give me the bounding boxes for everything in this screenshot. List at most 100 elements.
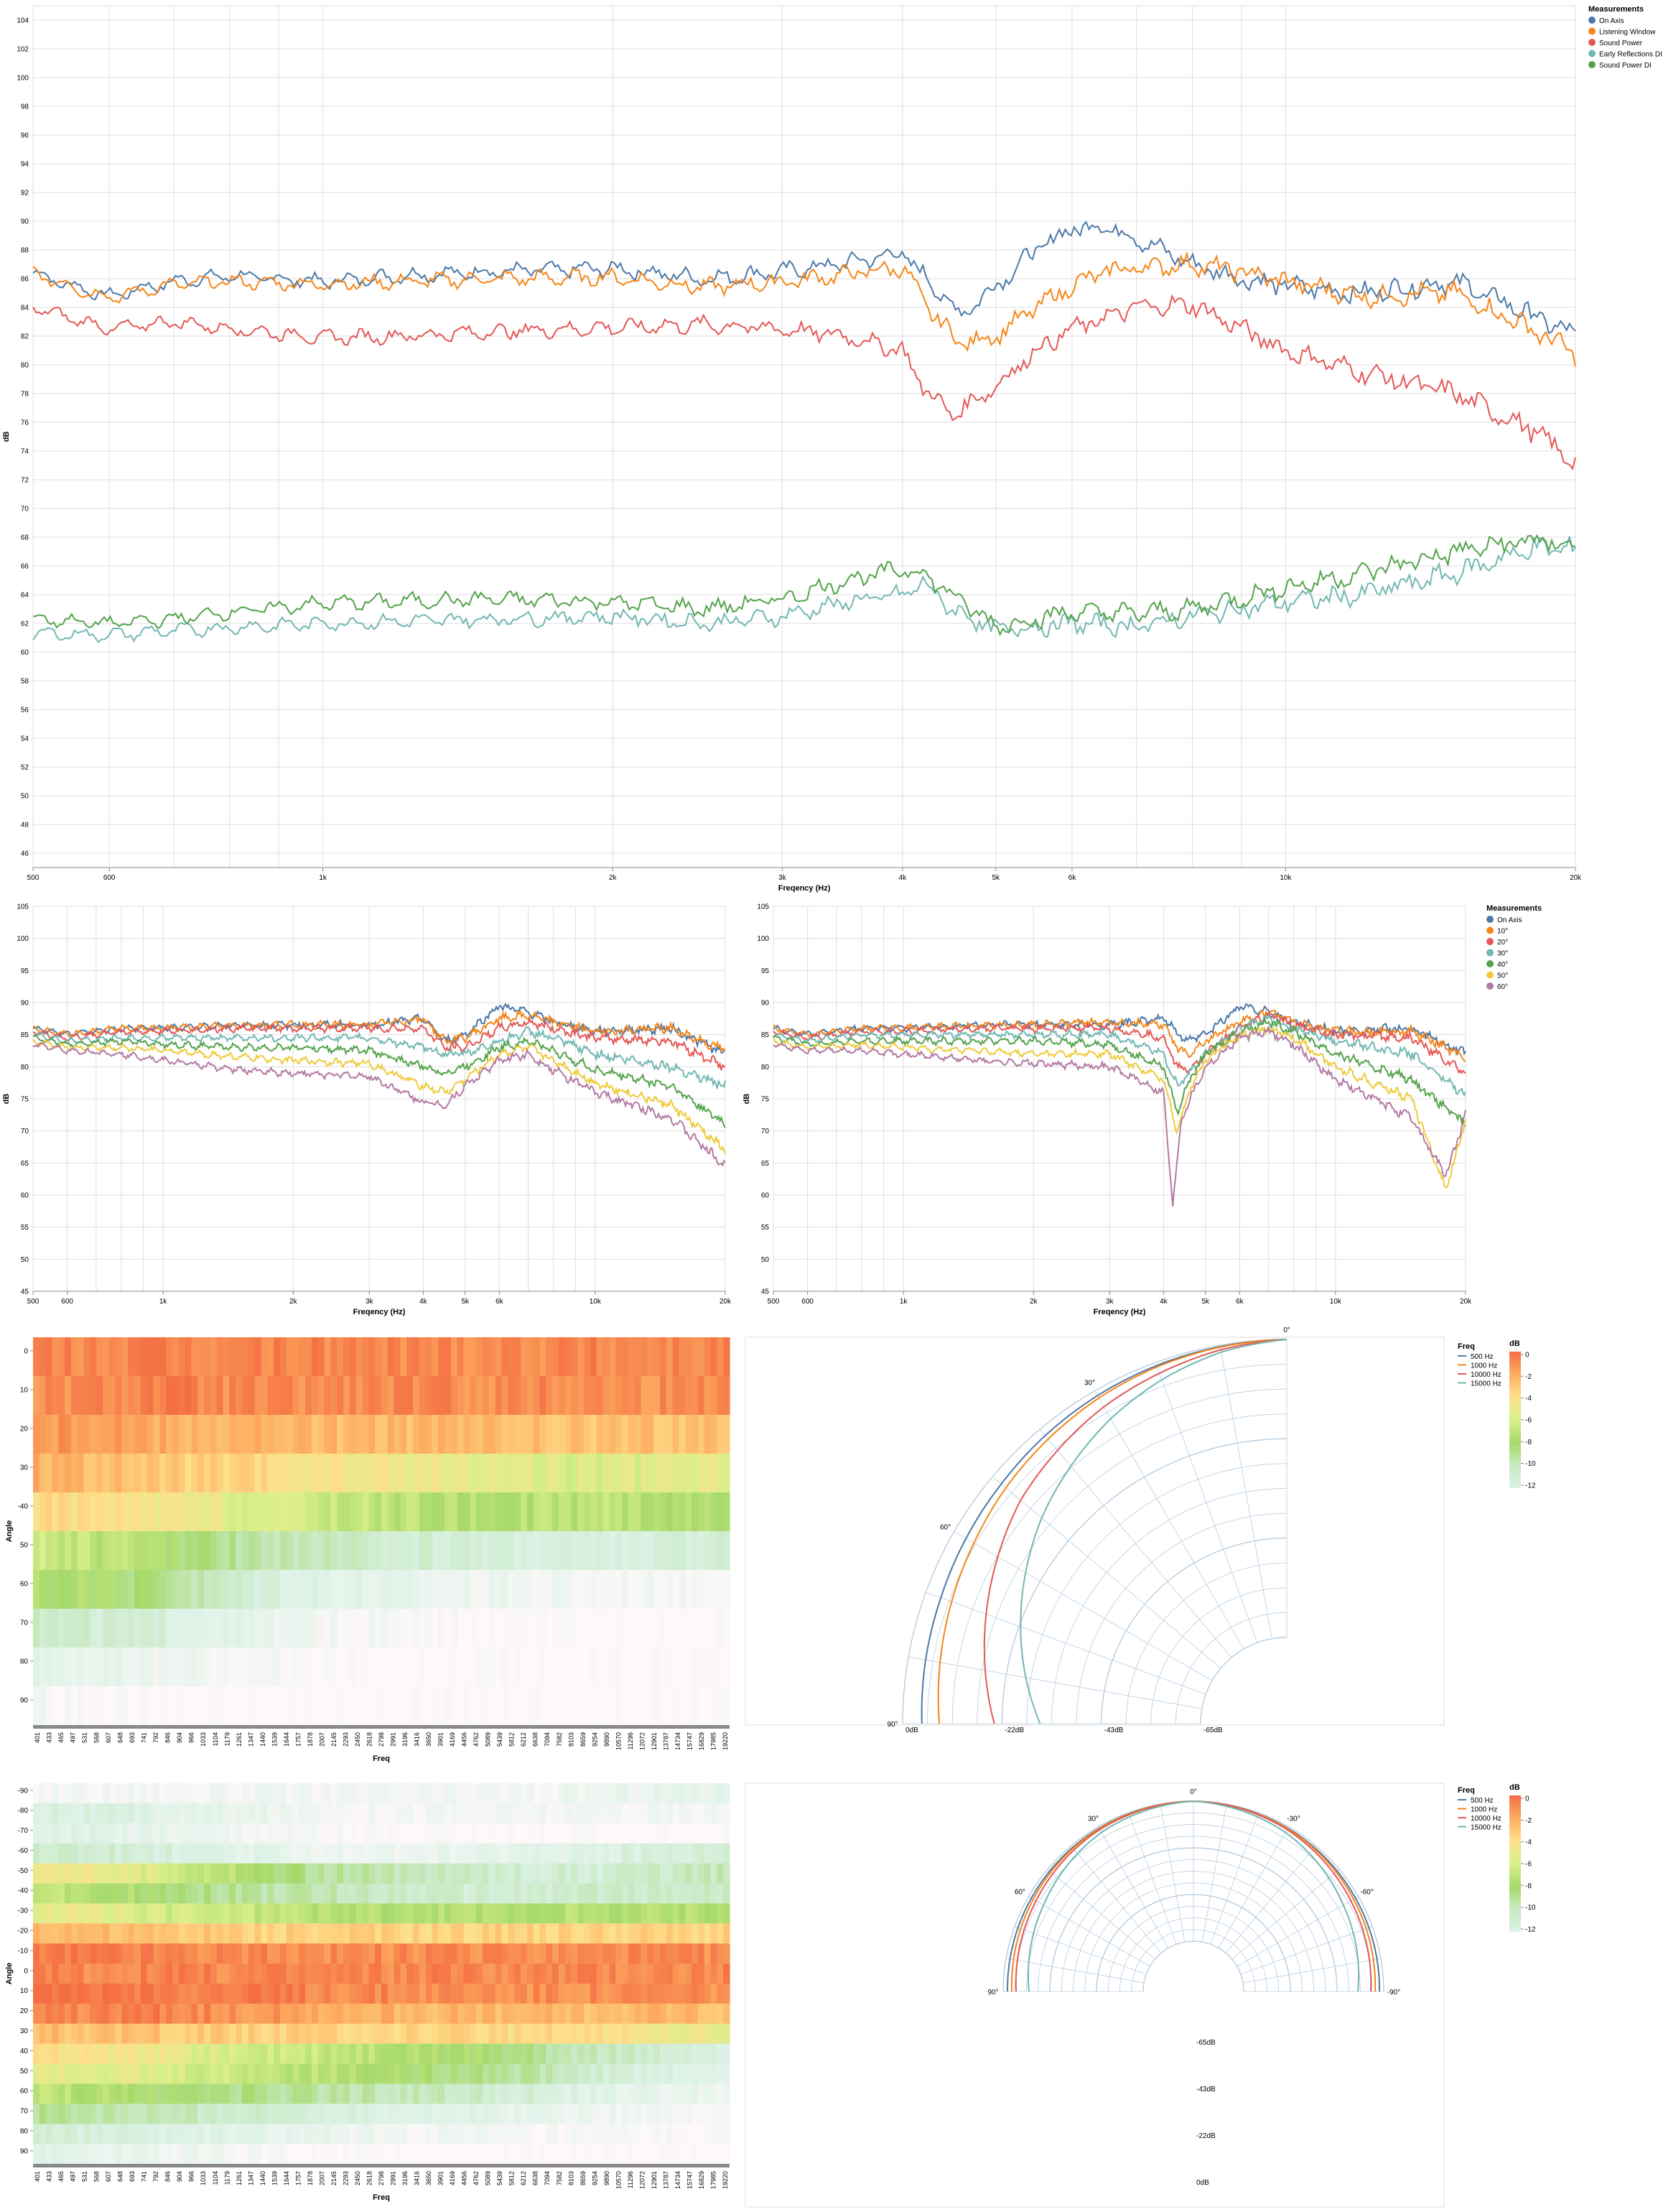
heatmap-cell bbox=[185, 1943, 192, 1964]
heatmap-cell bbox=[546, 1531, 553, 1571]
heatmap-cell bbox=[90, 1983, 97, 2004]
heatmap-cell bbox=[324, 1415, 332, 1454]
heatmap-cell bbox=[45, 1863, 53, 1884]
heatmap-cell bbox=[204, 2023, 211, 2045]
heatmap-cell bbox=[355, 1686, 363, 1726]
heatmap-cell bbox=[274, 1983, 281, 2004]
heatmap-cell bbox=[236, 1570, 243, 1609]
x-tick-label: 1878 bbox=[307, 1732, 314, 1747]
x-tick-label: 433 bbox=[46, 1732, 53, 1743]
heatmap-cell bbox=[488, 2104, 496, 2124]
heatmap-cell bbox=[419, 1492, 427, 1532]
heatmap-cell bbox=[146, 2144, 154, 2165]
heatmap-cell bbox=[305, 1648, 312, 1687]
heatmap-cell bbox=[425, 1415, 433, 1454]
heatmap-cell bbox=[254, 1415, 262, 1454]
heatmap-cell bbox=[628, 1783, 636, 1804]
heatmap-cell bbox=[83, 2003, 90, 2025]
heatmap-cell bbox=[248, 1337, 256, 1377]
x-tick-label: 20k bbox=[1460, 1298, 1472, 1306]
heatmap-cell bbox=[58, 1531, 65, 1571]
heatmap-cell bbox=[172, 1454, 180, 1493]
heatmap-cell bbox=[254, 1531, 262, 1571]
heatmap-cell bbox=[368, 1783, 376, 1804]
heatmap-cell bbox=[108, 1648, 116, 1687]
heatmap-cell bbox=[596, 1923, 604, 1944]
heatmap-cell bbox=[197, 1903, 205, 1924]
heatmap-cell bbox=[172, 1648, 180, 1687]
x-tick-label: 13787 bbox=[662, 1732, 669, 1750]
heatmap-cell bbox=[641, 1648, 648, 1687]
heatmap-cell bbox=[324, 1376, 332, 1416]
heatmap-cell bbox=[444, 1648, 452, 1687]
heatmap-cell bbox=[349, 1454, 357, 1493]
legend-entry: Early Reflections DI bbox=[1599, 51, 1662, 59]
heatmap-cell bbox=[299, 1783, 306, 1804]
heatmap-cell bbox=[526, 1337, 534, 1377]
heatmap-cell bbox=[413, 2043, 420, 2064]
heatmap-cell bbox=[216, 1609, 224, 1648]
heatmap-cell bbox=[451, 2023, 458, 2045]
heatmap-cell bbox=[584, 1686, 591, 1726]
heatmap-cell bbox=[419, 1863, 427, 1884]
heatmap-cell bbox=[355, 2144, 363, 2165]
heatmap-cell bbox=[685, 1609, 692, 1648]
x-tick-label: 741 bbox=[141, 2171, 148, 2182]
heatmap-cell bbox=[52, 2144, 59, 2165]
heatmap-cell bbox=[432, 1903, 439, 1924]
heatmap-cell bbox=[413, 1823, 420, 1844]
angle-label: -30° bbox=[1287, 1815, 1300, 1823]
heatmap-cell bbox=[476, 1648, 483, 1687]
heatmap-cell bbox=[146, 1803, 154, 1824]
heatmap-cell bbox=[463, 2023, 471, 2045]
heatmap-cell bbox=[457, 1686, 465, 1726]
heatmap-cell bbox=[146, 2083, 154, 2104]
heatmap-cell bbox=[710, 2003, 717, 2025]
heatmap-cell bbox=[204, 1686, 211, 1726]
heatmap-cell bbox=[564, 1376, 572, 1416]
heatmap-cell bbox=[70, 1609, 78, 1648]
heatmap-cell bbox=[292, 1903, 299, 1924]
heatmap-cell bbox=[438, 2043, 445, 2064]
x-tick-label: 568 bbox=[93, 1732, 101, 1743]
heatmap-cell bbox=[400, 2003, 407, 2025]
heatmap-cell bbox=[697, 1983, 705, 2004]
legend-title: Freq bbox=[1458, 1786, 1475, 1795]
heatmap-cell bbox=[317, 1648, 325, 1687]
heatmap-cell bbox=[672, 1648, 680, 1687]
heatmap-cell bbox=[647, 2043, 654, 2064]
heatmap-cell bbox=[115, 2043, 123, 2064]
heatmap-cell bbox=[274, 2083, 281, 2104]
heatmap-cell bbox=[432, 1609, 439, 1648]
heatmap-cell bbox=[571, 1823, 578, 1844]
heatmap-cell bbox=[413, 2063, 420, 2084]
heatmap-cell bbox=[324, 1903, 332, 1924]
heatmap-cell bbox=[647, 2063, 654, 2084]
heatmap-cell bbox=[596, 2003, 604, 2025]
heatmap-cell bbox=[103, 1648, 110, 1687]
heatmap-cell bbox=[83, 1783, 90, 1804]
heatmap-cell bbox=[653, 1903, 661, 1924]
heatmap-cell bbox=[355, 1531, 363, 1571]
heatmap-cell bbox=[248, 1648, 256, 1687]
heatmap-cell bbox=[501, 1943, 508, 1964]
heatmap-cell bbox=[128, 2003, 135, 2025]
heatmap-cell bbox=[381, 2003, 388, 2025]
heatmap-cell bbox=[90, 2104, 97, 2124]
heatmap-cell bbox=[476, 1415, 483, 1454]
heatmap-cell bbox=[483, 2124, 490, 2144]
heatmap-cell bbox=[590, 1492, 597, 1532]
heatmap-cell bbox=[210, 1843, 218, 1864]
heatmap-cell bbox=[602, 2104, 610, 2124]
heatmap-cell bbox=[571, 1883, 578, 1904]
heatmap-cell bbox=[197, 1570, 205, 1609]
heatmap-cell bbox=[483, 2144, 490, 2165]
heatmap-cell bbox=[394, 1943, 401, 1964]
heatmap-cell bbox=[324, 1863, 332, 1884]
y-tick-label: -40 bbox=[18, 1502, 29, 1510]
heatmap-cell bbox=[501, 1863, 508, 1884]
x-tick-label: 12901 bbox=[651, 2171, 658, 2189]
heatmap-cell bbox=[39, 2083, 47, 2104]
heatmap-cell bbox=[236, 1376, 243, 1416]
y-tick-label: 84 bbox=[21, 305, 29, 312]
